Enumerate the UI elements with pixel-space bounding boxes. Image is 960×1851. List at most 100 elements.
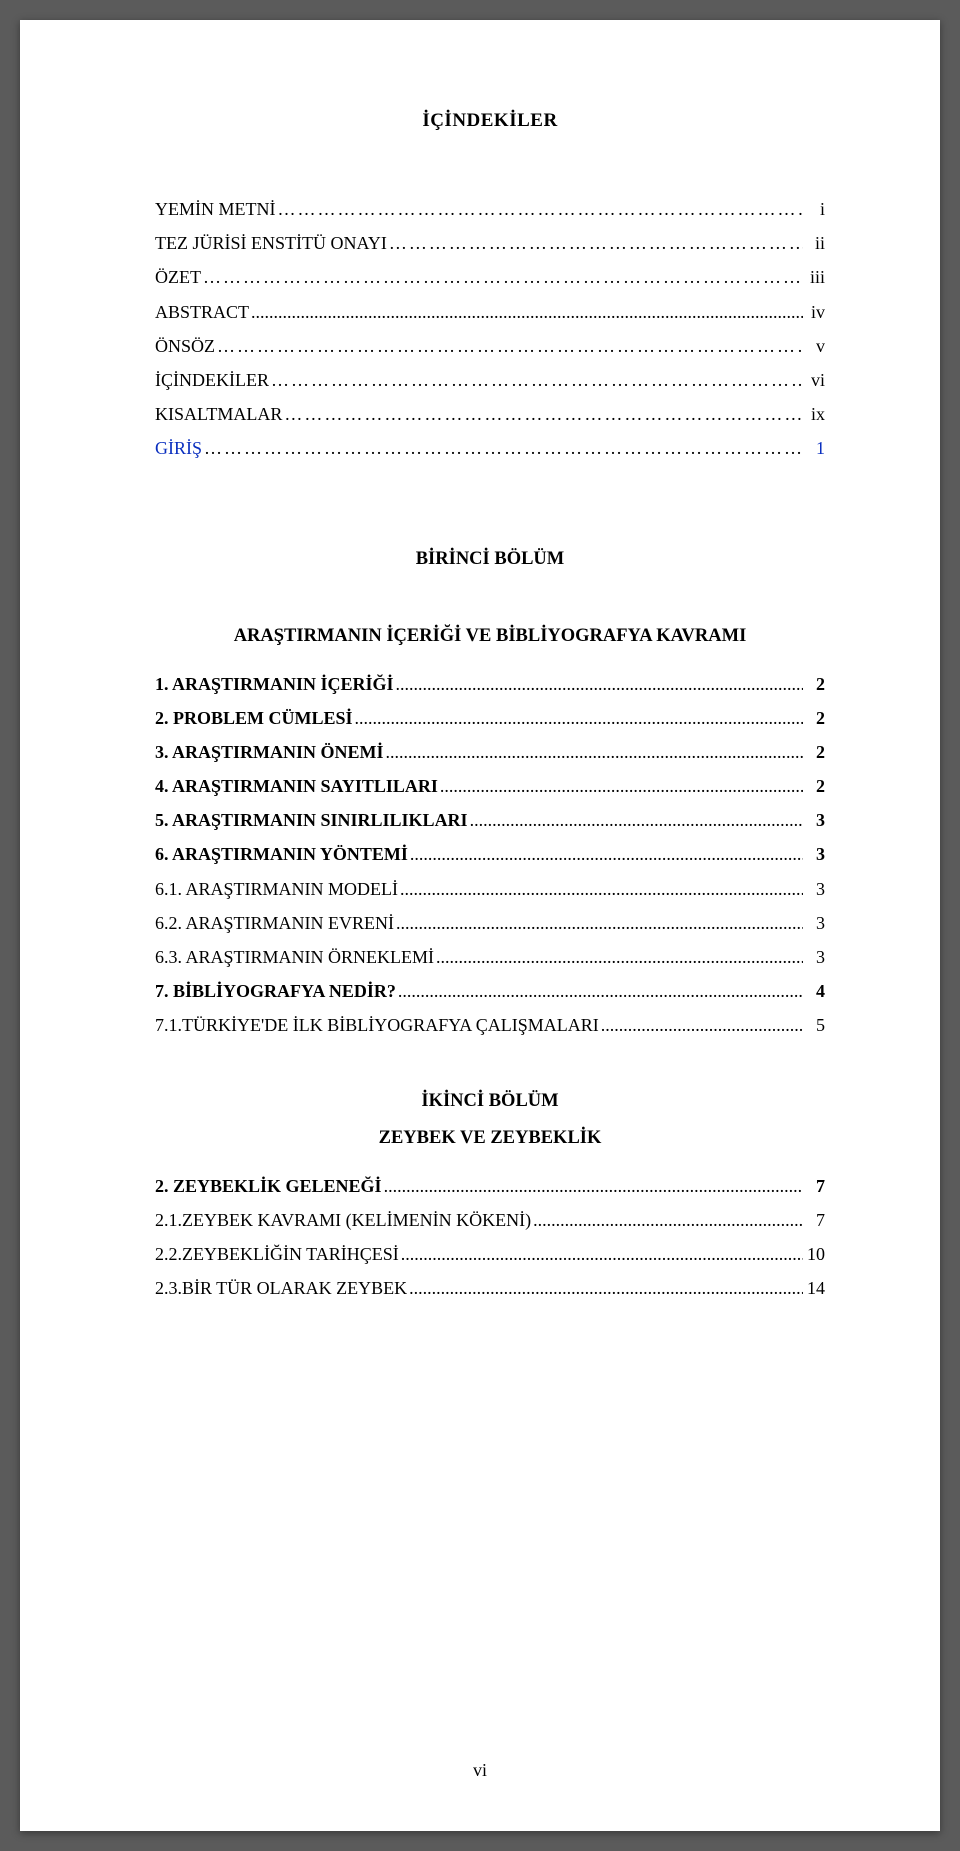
toc-entry-page: iv (805, 295, 825, 329)
toc-entry-page: 2 (805, 667, 825, 701)
toc-entry: ABSTRACT iv (155, 295, 825, 329)
toc-entry-page: 5 (805, 1008, 825, 1042)
toc-entry: 4. ARAŞTIRMANIN SAYITLILARI 2 (155, 769, 825, 803)
front-matter-list: YEMİN METNİiTEZ JÜRİSİ ENSTİTÜ ONAYIiiÖZ… (155, 192, 825, 466)
toc-entry-page: i (805, 192, 825, 226)
toc-entry-label: 2.3.BİR TÜR OLARAK ZEYBEK (155, 1271, 407, 1305)
toc-entry-label: 6. ARAŞTIRMANIN YÖNTEMİ (155, 837, 408, 871)
chapter1-entries: 1. ARAŞTIRMANIN İÇERİĞİ22. PROBLEM CÜMLE… (155, 667, 825, 1043)
page-title: İÇİNDEKİLER (155, 110, 825, 132)
toc-entry-label: TEZ JÜRİSİ ENSTİTÜ ONAYI (155, 226, 387, 260)
toc-entry-page: ii (805, 226, 825, 260)
toc-entry-page: 7 (805, 1169, 825, 1203)
toc-leader (400, 872, 803, 906)
toc-entry: 6. ARAŞTIRMANIN YÖNTEMİ 3 (155, 837, 825, 871)
toc-leader (396, 667, 803, 701)
toc-leader (384, 1169, 803, 1203)
toc-leader (217, 329, 803, 363)
toc-entry: 6.2. ARAŞTIRMANIN EVRENİ 3 (155, 906, 825, 940)
toc-leader (533, 1203, 803, 1237)
toc-entry-label: 2.2.ZEYBEKLİĞİN TARİHÇESİ (155, 1237, 399, 1271)
toc-entry-page: 3 (805, 940, 825, 974)
toc-entry-label: 5. ARAŞTIRMANIN SINIRLILIKLARI (155, 803, 468, 837)
toc-leader (386, 735, 803, 769)
toc-entry-page: 2 (805, 701, 825, 735)
toc-leader (409, 1271, 803, 1305)
toc-entry: İÇİNDEKİLER vi (155, 363, 825, 397)
toc-entry-label: YEMİN METNİ (155, 192, 275, 226)
toc-entry: GİRİŞ 1 (155, 431, 825, 465)
toc-entry-label: 1. ARAŞTIRMANIN İÇERİĞİ (155, 667, 394, 701)
toc-entry-page: 10 (805, 1237, 825, 1271)
toc-entry-label: 7.1.TÜRKİYE'DE İLK BİBLİYOGRAFYA ÇALIŞMA… (155, 1008, 599, 1042)
toc-leader (277, 192, 803, 226)
chapter2-entries: 2. ZEYBEKLİK GELENEĞİ 7 2.1.ZEYBEK KAVRAMI… (155, 1169, 825, 1306)
toc-entry-label: İÇİNDEKİLER (155, 363, 269, 397)
toc-entry: ÖNSÖZ v (155, 329, 825, 363)
toc-entry: 5. ARAŞTIRMANIN SINIRLILIKLARI 3 (155, 803, 825, 837)
toc-leader (204, 431, 803, 465)
toc-entry: 1. ARAŞTIRMANIN İÇERİĞİ 2 (155, 667, 825, 701)
toc-leader (440, 769, 803, 803)
toc-entry: YEMİN METNİ i (155, 192, 825, 226)
toc-entry-page: 3 (805, 906, 825, 940)
toc-leader (203, 260, 803, 294)
toc-entry-label: 4. ARAŞTIRMANIN SAYITLILARI (155, 769, 438, 803)
toc-entry-label: 2. PROBLEM CÜMLESİ (155, 701, 353, 735)
toc-entry: TEZ JÜRİSİ ENSTİTÜ ONAYI ii (155, 226, 825, 260)
toc-entry: 7. BİBLİYOGRAFYA NEDİR?4 (155, 974, 825, 1008)
toc-leader (401, 1237, 803, 1271)
toc-entry: 6.3. ARAŞTIRMANIN ÖRNEKLEMİ 3 (155, 940, 825, 974)
toc-leader (436, 940, 803, 974)
toc-leader (355, 701, 803, 735)
toc-entry: 2. ZEYBEKLİK GELENEĞİ 7 (155, 1169, 825, 1203)
toc-leader (398, 974, 803, 1008)
toc-entry-page: vi (805, 363, 825, 397)
toc-entry: ÖZET iii (155, 260, 825, 294)
toc-entry-label: 2.1.ZEYBEK KAVRAMI (KELİMENİN KÖKENİ) (155, 1203, 531, 1237)
toc-leader (396, 906, 803, 940)
toc-entry: 2. PROBLEM CÜMLESİ 2 (155, 701, 825, 735)
toc-entry: 2.2.ZEYBEKLİĞİN TARİHÇESİ 10 (155, 1237, 825, 1271)
toc-entry-label: 2. ZEYBEKLİK GELENEĞİ (155, 1169, 382, 1203)
toc-leader (251, 295, 803, 329)
toc-entry-page: 2 (805, 769, 825, 803)
toc-entry: 2.3.BİR TÜR OLARAK ZEYBEK 14 (155, 1271, 825, 1305)
toc-entry-page: 14 (805, 1271, 825, 1305)
chapter2-heading-line1: İKİNCİ BÖLÜM (155, 1083, 825, 1120)
toc-leader (284, 397, 803, 431)
toc-entry-label: 6.3. ARAŞTIRMANIN ÖRNEKLEMİ (155, 940, 434, 974)
document-page: İÇİNDEKİLER YEMİN METNİiTEZ JÜRİSİ ENSTİ… (20, 20, 940, 1831)
toc-entry-label: 3. ARAŞTIRMANIN ÖNEMİ (155, 735, 384, 769)
toc-entry-page: 3 (805, 803, 825, 837)
toc-entry: KISALTMALAR ix (155, 397, 825, 431)
toc-entry-page: 3 (805, 837, 825, 871)
toc-leader (410, 837, 803, 871)
chapter2-heading-line2: ZEYBEK VE ZEYBEKLİK (155, 1120, 825, 1157)
toc-entry-page: 4 (805, 974, 825, 1008)
toc-leader (601, 1008, 803, 1042)
chapter1-heading-line1: BİRİNCİ BÖLÜM (155, 541, 825, 578)
toc-entry-label: ÖZET (155, 260, 201, 294)
page-number: vi (20, 1760, 940, 1781)
toc-leader (271, 363, 803, 397)
toc-entry-label: KISALTMALAR (155, 397, 282, 431)
toc-entry: 3. ARAŞTIRMANIN ÖNEMİ 2 (155, 735, 825, 769)
toc-entry-label: 6.2. ARAŞTIRMANIN EVRENİ (155, 906, 394, 940)
toc-entry-page: 2 (805, 735, 825, 769)
toc-entry-label: ABSTRACT (155, 295, 249, 329)
toc-entry-page: ix (805, 397, 825, 431)
chapter1-heading-line2: ARAŞTIRMANIN İÇERİĞİ VE BİBLİYOGRAFYA KA… (155, 618, 825, 655)
toc-entry: 7.1.TÜRKİYE'DE İLK BİBLİYOGRAFYA ÇALIŞMA… (155, 1008, 825, 1042)
toc-leader (470, 803, 803, 837)
toc-leader (389, 226, 803, 260)
toc-entry-page: iii (805, 260, 825, 294)
toc-entry-label: ÖNSÖZ (155, 329, 215, 363)
toc-entry-label[interactable]: GİRİŞ (155, 431, 202, 465)
toc-entry-page: v (805, 329, 825, 363)
toc-entry-page: 3 (805, 872, 825, 906)
toc-entry: 6.1. ARAŞTIRMANIN MODELİ 3 (155, 872, 825, 906)
toc-entry-label: 6.1. ARAŞTIRMANIN MODELİ (155, 872, 398, 906)
toc-entry-page: 7 (805, 1203, 825, 1237)
toc-entry-page: 1 (805, 431, 825, 465)
